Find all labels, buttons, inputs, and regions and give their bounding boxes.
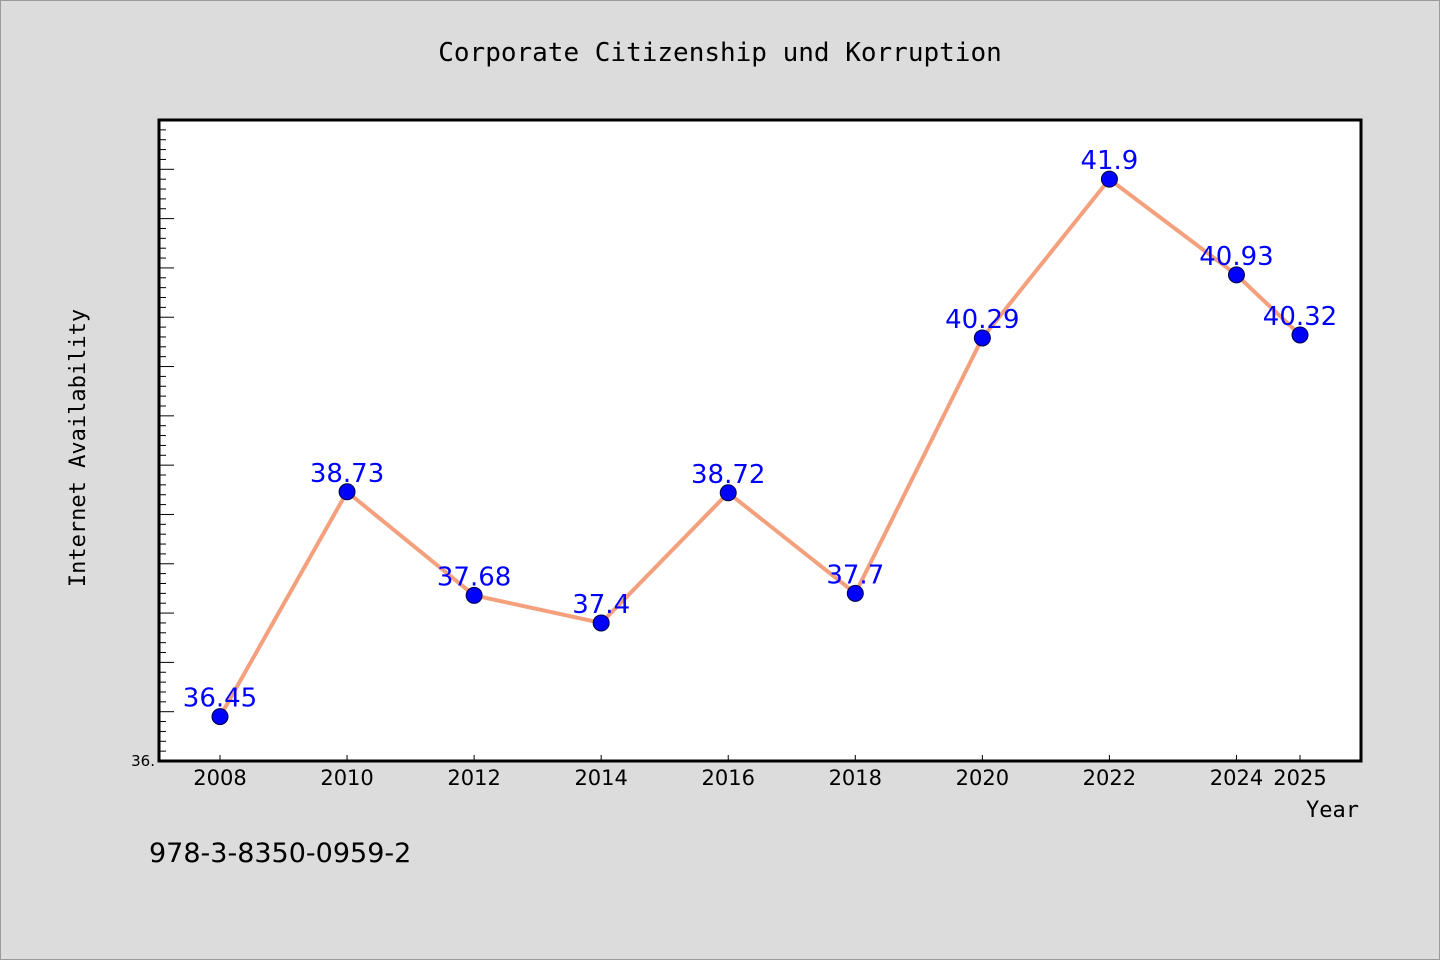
data-label: 38.73	[310, 459, 384, 489]
data-point	[846, 584, 864, 602]
x-tick-label: 2020	[956, 766, 1009, 790]
data-point	[465, 586, 483, 604]
x-tick-label: 2024	[1210, 766, 1263, 790]
data-label: 38.72	[691, 460, 765, 490]
y-axis-ticks: 36.	[131, 129, 174, 770]
x-tick-label: 2014	[574, 766, 627, 790]
data-label: 37.4	[572, 590, 630, 620]
plot-area	[157, 118, 1363, 763]
data-point	[1227, 266, 1245, 284]
data-point	[211, 708, 229, 726]
data-point	[1291, 326, 1309, 344]
series-line	[218, 177, 1302, 718]
x-tick-label: 2008	[193, 766, 246, 790]
x-tick-label: 2025	[1273, 766, 1326, 790]
data-label: 40.93	[1199, 242, 1273, 272]
y-tick-label: 36.	[131, 752, 155, 770]
data-point	[338, 483, 356, 501]
data-point	[973, 329, 991, 347]
x-axis-title: Year	[1306, 798, 1359, 823]
isbn-label: 978-3-8350-0959-2	[149, 838, 411, 869]
data-label: 37.7	[826, 560, 884, 590]
x-axis-ticks: 2008 2010 2012 2014 2016 2018 2020 2022 2024 2025	[193, 755, 1327, 790]
data-point	[592, 614, 610, 632]
data-label: 36.45	[183, 684, 257, 714]
data-label: 40.29	[945, 305, 1019, 335]
data-label: 40.32	[1263, 302, 1337, 332]
chart-title: Corporate Citizenship und Korruption	[438, 38, 1002, 68]
data-label: 37.68	[437, 562, 511, 592]
data-point	[719, 484, 737, 502]
data-label: 41.9	[1080, 146, 1138, 176]
data-point	[1100, 170, 1118, 188]
x-tick-label: 2012	[447, 766, 500, 790]
x-tick-label: 2016	[702, 766, 755, 790]
y-axis-title: Internet Availability	[66, 309, 91, 587]
series-layer	[211, 170, 1309, 726]
x-tick-label: 2022	[1083, 766, 1136, 790]
data-labels-layer: 36.45 38.73 37.68 37.4 38.72 37.7 40.29 41.9 40.…	[183, 146, 1337, 713]
x-tick-label: 2018	[829, 766, 882, 790]
x-tick-label: 2010	[320, 766, 373, 790]
